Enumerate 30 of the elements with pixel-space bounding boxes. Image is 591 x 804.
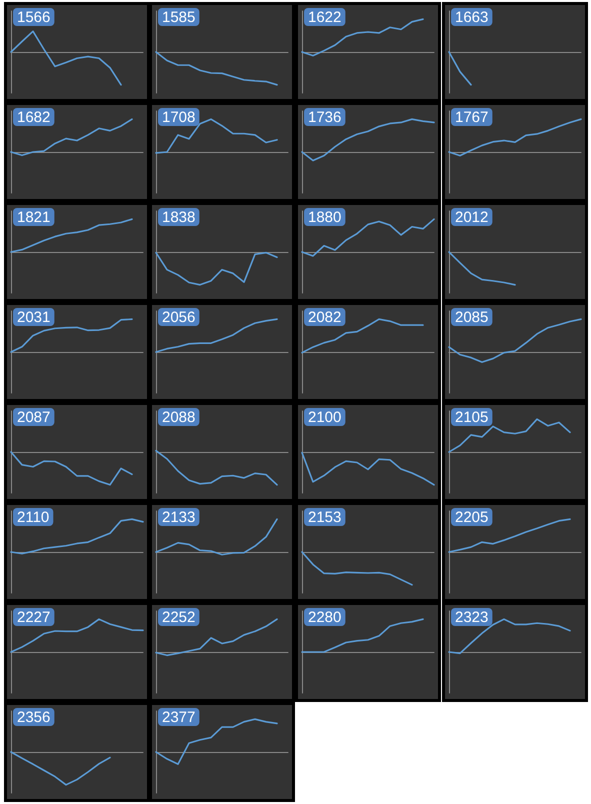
chart-title: 2133 — [162, 509, 196, 526]
chart-title: 2280 — [308, 609, 342, 626]
chart-title: 2082 — [308, 309, 342, 326]
chart-title: 1708 — [162, 109, 196, 126]
chart-title: 2205 — [455, 509, 488, 526]
chart-title: 1838 — [162, 209, 196, 226]
chart-title: 1767 — [455, 109, 488, 126]
chart-title: 2100 — [308, 409, 342, 426]
chart-title: 2088 — [162, 409, 196, 426]
chart-title: 1821 — [17, 209, 50, 226]
chart-title: 1880 — [308, 209, 342, 226]
chart-title: 2031 — [17, 309, 50, 326]
chart-title: 2110 — [17, 509, 50, 526]
chart-title: 2056 — [162, 309, 196, 326]
chart-title: 2227 — [17, 609, 50, 626]
chart-title: 2153 — [308, 509, 342, 526]
chart-title: 1585 — [162, 9, 196, 26]
chart-title: 2087 — [17, 409, 50, 426]
chart-title: 1736 — [308, 109, 342, 126]
chart-title: 2356 — [17, 709, 50, 726]
chart-title: 2105 — [455, 409, 488, 426]
chart-title: 2012 — [455, 209, 488, 226]
chart-title: 1566 — [17, 9, 50, 26]
chart-title: 1663 — [455, 9, 488, 26]
chart-title: 2377 — [162, 709, 196, 726]
chart-title: 2252 — [162, 609, 196, 626]
chart-title: 1622 — [308, 9, 342, 26]
chart-title: 2085 — [455, 309, 488, 326]
chart-title: 1682 — [17, 109, 50, 126]
chart-title: 2323 — [455, 609, 488, 626]
